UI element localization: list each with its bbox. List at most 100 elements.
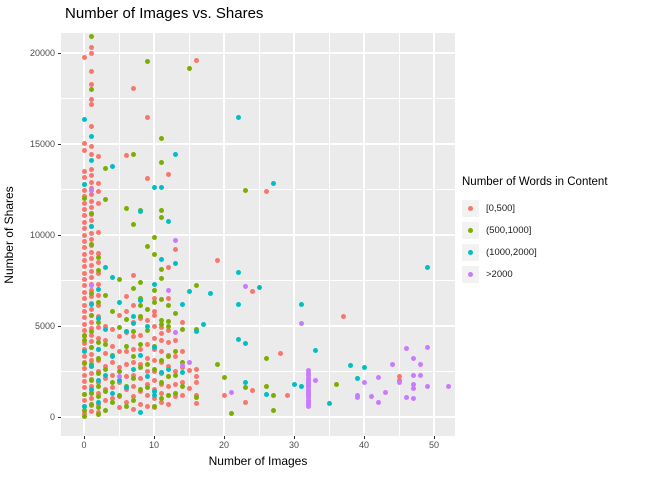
data-point: [151, 389, 157, 395]
x-tick-label: 30: [288, 440, 299, 450]
data-point: [158, 358, 164, 364]
data-point: [88, 157, 94, 163]
data-point: [81, 353, 87, 359]
data-point: [263, 189, 269, 195]
data-point: [410, 382, 416, 388]
legend-label: >2000: [486, 268, 513, 280]
data-point: [81, 321, 87, 327]
data-point: [81, 379, 87, 384]
data-point: [158, 160, 164, 166]
x-tick-label: 10: [148, 440, 159, 450]
data-point: [165, 318, 171, 324]
data-point: [123, 294, 129, 300]
data-point: [151, 184, 157, 190]
data-point: [102, 398, 108, 404]
data-point: [81, 302, 87, 308]
data-point: [172, 348, 178, 354]
legend-item: [0,500]: [462, 197, 670, 219]
data-point: [305, 368, 311, 374]
data-point: [242, 400, 248, 406]
data-point: [95, 411, 101, 417]
data-point: [95, 370, 101, 376]
gridline: [223, 33, 225, 436]
data-point: [179, 365, 185, 371]
data-point: [137, 303, 143, 309]
x-tick-mark: [153, 436, 155, 439]
data-point: [165, 219, 171, 225]
data-point: [109, 308, 115, 314]
data-point: [109, 385, 115, 391]
data-point: [130, 151, 136, 157]
data-point: [88, 166, 94, 172]
data-point: [88, 319, 94, 325]
data-point: [347, 362, 353, 368]
data-point: [137, 401, 143, 407]
data-point: [130, 314, 136, 320]
data-point: [263, 391, 269, 397]
data-point: [165, 392, 171, 398]
data-point: [375, 374, 381, 380]
x-tick-label: 0: [81, 440, 87, 450]
legend-key: [462, 199, 479, 217]
data-point: [130, 347, 136, 353]
data-point: [137, 298, 143, 304]
data-point: [165, 264, 171, 270]
x-tick-label: 20: [218, 440, 229, 450]
data-point: [172, 329, 178, 335]
data-point: [144, 323, 150, 329]
data-point: [144, 381, 150, 387]
data-point: [130, 383, 136, 389]
legend-dot-icon: [468, 271, 473, 277]
data-point: [137, 332, 143, 338]
data-point: [95, 268, 101, 274]
data-point: [81, 207, 87, 213]
data-point: [95, 254, 101, 260]
legend-dot-icon: [468, 205, 473, 211]
gridline: [61, 416, 455, 418]
data-point: [151, 336, 157, 342]
data-point: [88, 134, 94, 140]
data-point: [270, 180, 276, 186]
data-point: [235, 302, 241, 308]
data-point: [158, 338, 164, 344]
data-point: [137, 376, 143, 382]
data-point: [116, 325, 122, 331]
data-point: [102, 376, 108, 382]
data-point: [172, 151, 178, 157]
data-point: [88, 210, 94, 216]
data-point: [81, 270, 87, 276]
data-point: [172, 260, 178, 266]
data-point: [109, 372, 115, 378]
data-point: [312, 378, 318, 384]
data-point: [81, 195, 87, 201]
data-point: [158, 256, 164, 262]
data-point: [88, 390, 94, 396]
data-point: [88, 282, 94, 288]
gridline: [61, 52, 455, 54]
data-point: [88, 307, 94, 313]
data-point: [130, 359, 136, 365]
data-point: [144, 369, 150, 374]
data-point: [102, 341, 108, 347]
x-tick-label: 50: [428, 440, 439, 450]
data-point: [95, 405, 101, 411]
data-point: [123, 403, 129, 409]
data-point: [81, 245, 87, 251]
data-point: [88, 312, 94, 318]
chart-title: Number of Images vs. Shares: [65, 5, 264, 22]
data-point: [116, 405, 122, 411]
data-point: [144, 243, 150, 249]
data-point: [333, 382, 339, 388]
data-point: [193, 58, 199, 64]
data-point: [186, 288, 192, 294]
data-point: [88, 383, 94, 389]
data-point: [144, 356, 150, 362]
data-point: [158, 215, 164, 221]
data-point: [88, 34, 94, 40]
data-point: [116, 392, 122, 398]
data-point: [130, 334, 136, 340]
data-point: [165, 328, 171, 334]
data-point: [137, 314, 143, 320]
data-point: [165, 354, 171, 360]
data-point: [123, 308, 129, 314]
